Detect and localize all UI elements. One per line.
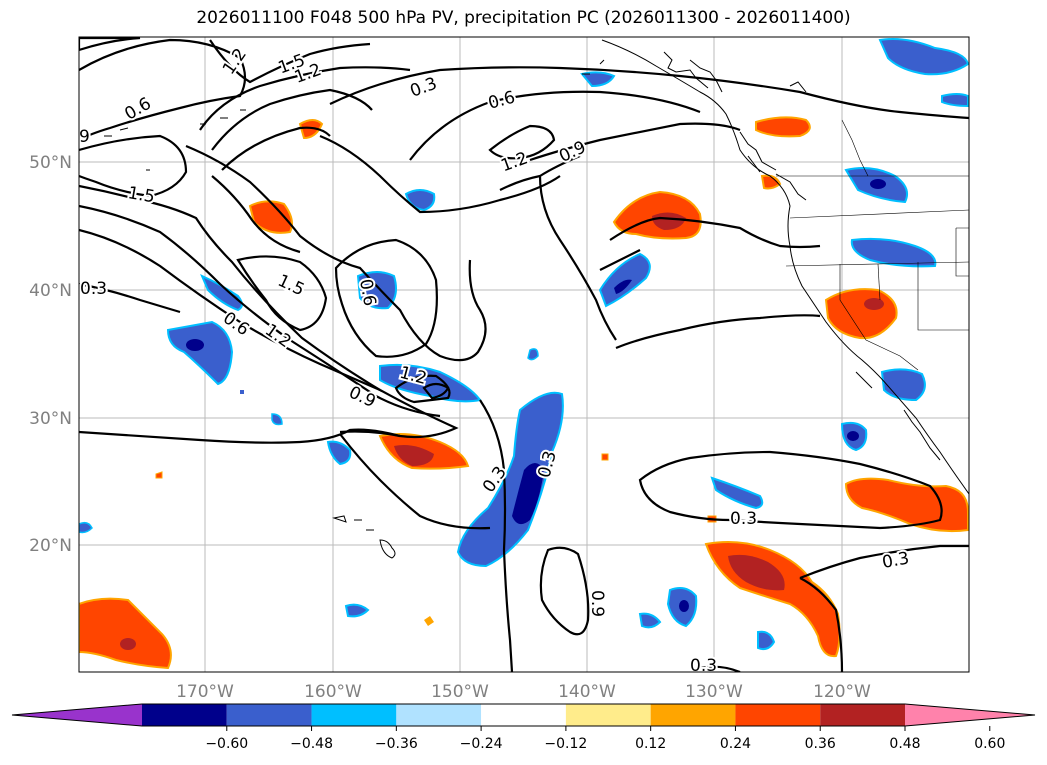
colorbar-extend-low <box>12 704 142 726</box>
colorbar-segment <box>481 704 566 726</box>
lat-label-20n: 20°N <box>29 536 72 556</box>
colorbar-tick-label: 0.36 <box>805 736 836 752</box>
precip-negative-areas <box>79 38 969 651</box>
colorbar-extend-high <box>905 704 1035 726</box>
colorbar-outline <box>11 703 1036 727</box>
gridlines <box>79 37 969 672</box>
colorbar-segment <box>311 704 397 726</box>
lat-label-50n: 50°N <box>29 153 72 173</box>
colorbar-tick-label: 0.12 <box>635 736 666 752</box>
lon-label-160w: 160°W <box>304 682 362 702</box>
colorbar-tick-label: 0.48 <box>889 736 920 752</box>
map-frame <box>78 36 970 673</box>
colorbar-segment <box>396 704 482 726</box>
lon-label-120w: 120°W <box>813 682 871 702</box>
contour-label: 0.3 <box>690 656 717 676</box>
colorbar-segment <box>820 704 905 726</box>
lon-labels: 170°W 160°W 150°W 140°W 130°W 120°W <box>176 682 871 702</box>
colorbar-segment <box>142 704 227 726</box>
colorbar-segment <box>650 704 736 726</box>
colorbar-tick-label: −0.24 <box>460 736 503 752</box>
precip-positive-areas <box>79 116 969 670</box>
contour-label: 0.9 <box>587 590 607 617</box>
lat-label-40n: 40°N <box>29 281 72 301</box>
lon-label-170w: 170°W <box>176 682 234 702</box>
lat-label-30n: 30°N <box>29 409 72 429</box>
borders <box>776 119 969 371</box>
contour-label: 9 <box>79 127 90 147</box>
colorbar-tick-label: −0.36 <box>375 736 418 752</box>
lon-label-150w: 150°W <box>431 682 489 702</box>
contour-label: 0.3 <box>730 509 757 529</box>
lon-label-130w: 130°W <box>685 682 743 702</box>
colorbar-segment <box>735 704 821 726</box>
colorbar-segment <box>565 704 651 726</box>
colorbar-tick-label: −0.60 <box>205 736 248 752</box>
colorbar-segment <box>226 704 312 726</box>
colorbar-tick-label: −0.48 <box>290 736 333 752</box>
colorbar-tick-label: 0.60 <box>974 736 1005 752</box>
map-title: 2026011100 F048 500 hPa PV, precipitatio… <box>196 8 851 28</box>
contour-label: 0.3 <box>80 279 107 299</box>
lon-label-140w: 140°W <box>558 682 616 702</box>
colorbar-tick-label: −0.12 <box>544 736 587 752</box>
pv-contours <box>79 37 969 672</box>
lat-labels: 50°N 40°N 30°N 20°N <box>29 153 72 556</box>
colorbar: −0.60 −0.48 −0.36 −0.24 −0.12 0.12 0.24 0.36 0.4… <box>11 703 1036 752</box>
colorbar-tick-label: 0.24 <box>720 736 751 752</box>
